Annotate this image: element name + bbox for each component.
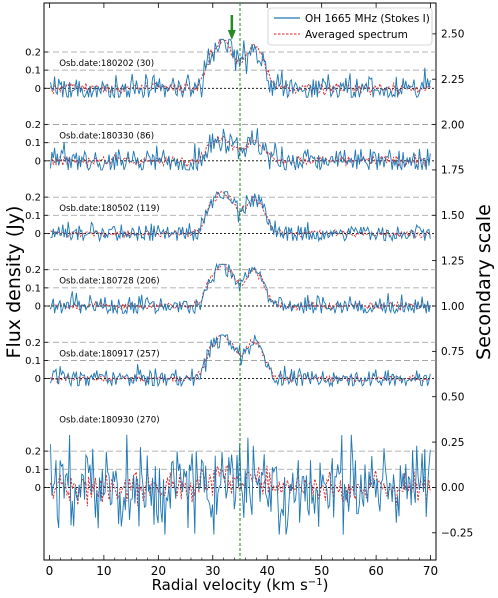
left-tick-label: 0.1 <box>25 283 41 294</box>
x-tick-label: 20 <box>151 564 166 578</box>
left-tick-label: 0.2 <box>25 120 41 131</box>
stokes-spectrum-line <box>50 191 431 243</box>
left-tick-label: 0 <box>35 84 41 95</box>
left-tick-label: 0 <box>35 156 41 167</box>
left-tick-label: 0 <box>35 229 41 240</box>
right-tick-label: 1.50 <box>441 210 464 222</box>
right-tick-label: 0.25 <box>441 437 464 449</box>
right-axis-ticks: −0.25 0.00 0.25 0.50 0.75 1.00 1.25 1.50 1.75 2.0… <box>432 29 473 540</box>
right-axis-label: Secondary scale <box>473 204 495 360</box>
legend-stokes-label: OH 1665 MHz (Stokes I) <box>305 13 430 25</box>
left-tick-label: 0.2 <box>25 193 41 204</box>
x-tick-label: 30 <box>205 564 220 578</box>
panel-date-label: Osb.date:180202 (30) <box>59 59 154 69</box>
panel-date-label: Osb.date:180930 (270) <box>59 415 159 425</box>
right-tick-label: 1.25 <box>441 255 464 267</box>
left-tick-label: 0.1 <box>25 66 41 77</box>
panel-date-label: Osb.date:180330 (86) <box>59 132 154 142</box>
legend: OH 1665 MHz (Stokes I) Averaged spectrum <box>267 7 433 46</box>
right-tick-label: 2.50 <box>441 29 464 41</box>
left-tick-label: 0.1 <box>25 356 41 367</box>
x-axis-ticks: 0 10 20 30 40 50 60 70 <box>46 3 438 578</box>
right-tick-label: 0.75 <box>441 346 464 358</box>
x-tick-label: 40 <box>260 564 275 578</box>
x-tick-label: 0 <box>46 564 54 578</box>
left-tick-label: 0.2 <box>25 447 41 458</box>
left-tick-label: 0.2 <box>25 265 41 276</box>
left-tick-label: 0.1 <box>25 211 41 222</box>
left-axis-ticks: 0 0.1 0.2 0 0.1 0.2 0 0.1 0.2 0 0.1 0.2 0 0.1 0.2 0 0.1 0… <box>25 47 48 494</box>
panel-labels: Osb.date:180202 (30) Osb.date:180330 (86)… <box>59 59 159 426</box>
left-tick-label: 0.2 <box>25 338 41 349</box>
right-tick-label: 0.50 <box>441 392 464 404</box>
right-tick-label: 1.75 <box>441 165 464 177</box>
right-tick-label: 2.25 <box>441 74 464 86</box>
left-tick-label: 0.2 <box>25 47 41 58</box>
left-tick-label: 0 <box>35 301 41 312</box>
legend-averaged-label: Averaged spectrum <box>305 29 408 41</box>
x-tick-label: 70 <box>423 564 438 578</box>
right-tick-label: 0.00 <box>441 482 464 494</box>
x-tick-label: 50 <box>314 564 329 578</box>
x-tick-label: 10 <box>96 564 111 578</box>
right-tick-label: 1.00 <box>441 301 464 313</box>
stokes-spectrum-line <box>50 38 431 99</box>
left-tick-label: 0 <box>35 483 41 494</box>
panel-date-label: Osb.date:180502 (119) <box>59 204 159 214</box>
right-tick-label: −0.25 <box>441 528 473 540</box>
panel-date-label: Osb.date:180917 (257) <box>59 349 159 359</box>
y-axis-label: Flux density (Jy) <box>3 206 25 359</box>
right-tick-label: 2.00 <box>441 119 464 131</box>
legend-box <box>267 7 433 46</box>
left-tick-label: 0 <box>35 374 41 385</box>
green-arrow-icon <box>227 15 236 40</box>
x-axis-label: Radial velocity (km s−1) <box>152 576 329 594</box>
panel-date-label: Osb.date:180728 (206) <box>59 277 159 287</box>
grid-layer <box>44 51 436 470</box>
arrow-head <box>227 30 236 40</box>
left-tick-label: 0.1 <box>25 465 41 476</box>
left-tick-label: 0.1 <box>25 138 41 149</box>
x-tick-label: 60 <box>368 564 383 578</box>
